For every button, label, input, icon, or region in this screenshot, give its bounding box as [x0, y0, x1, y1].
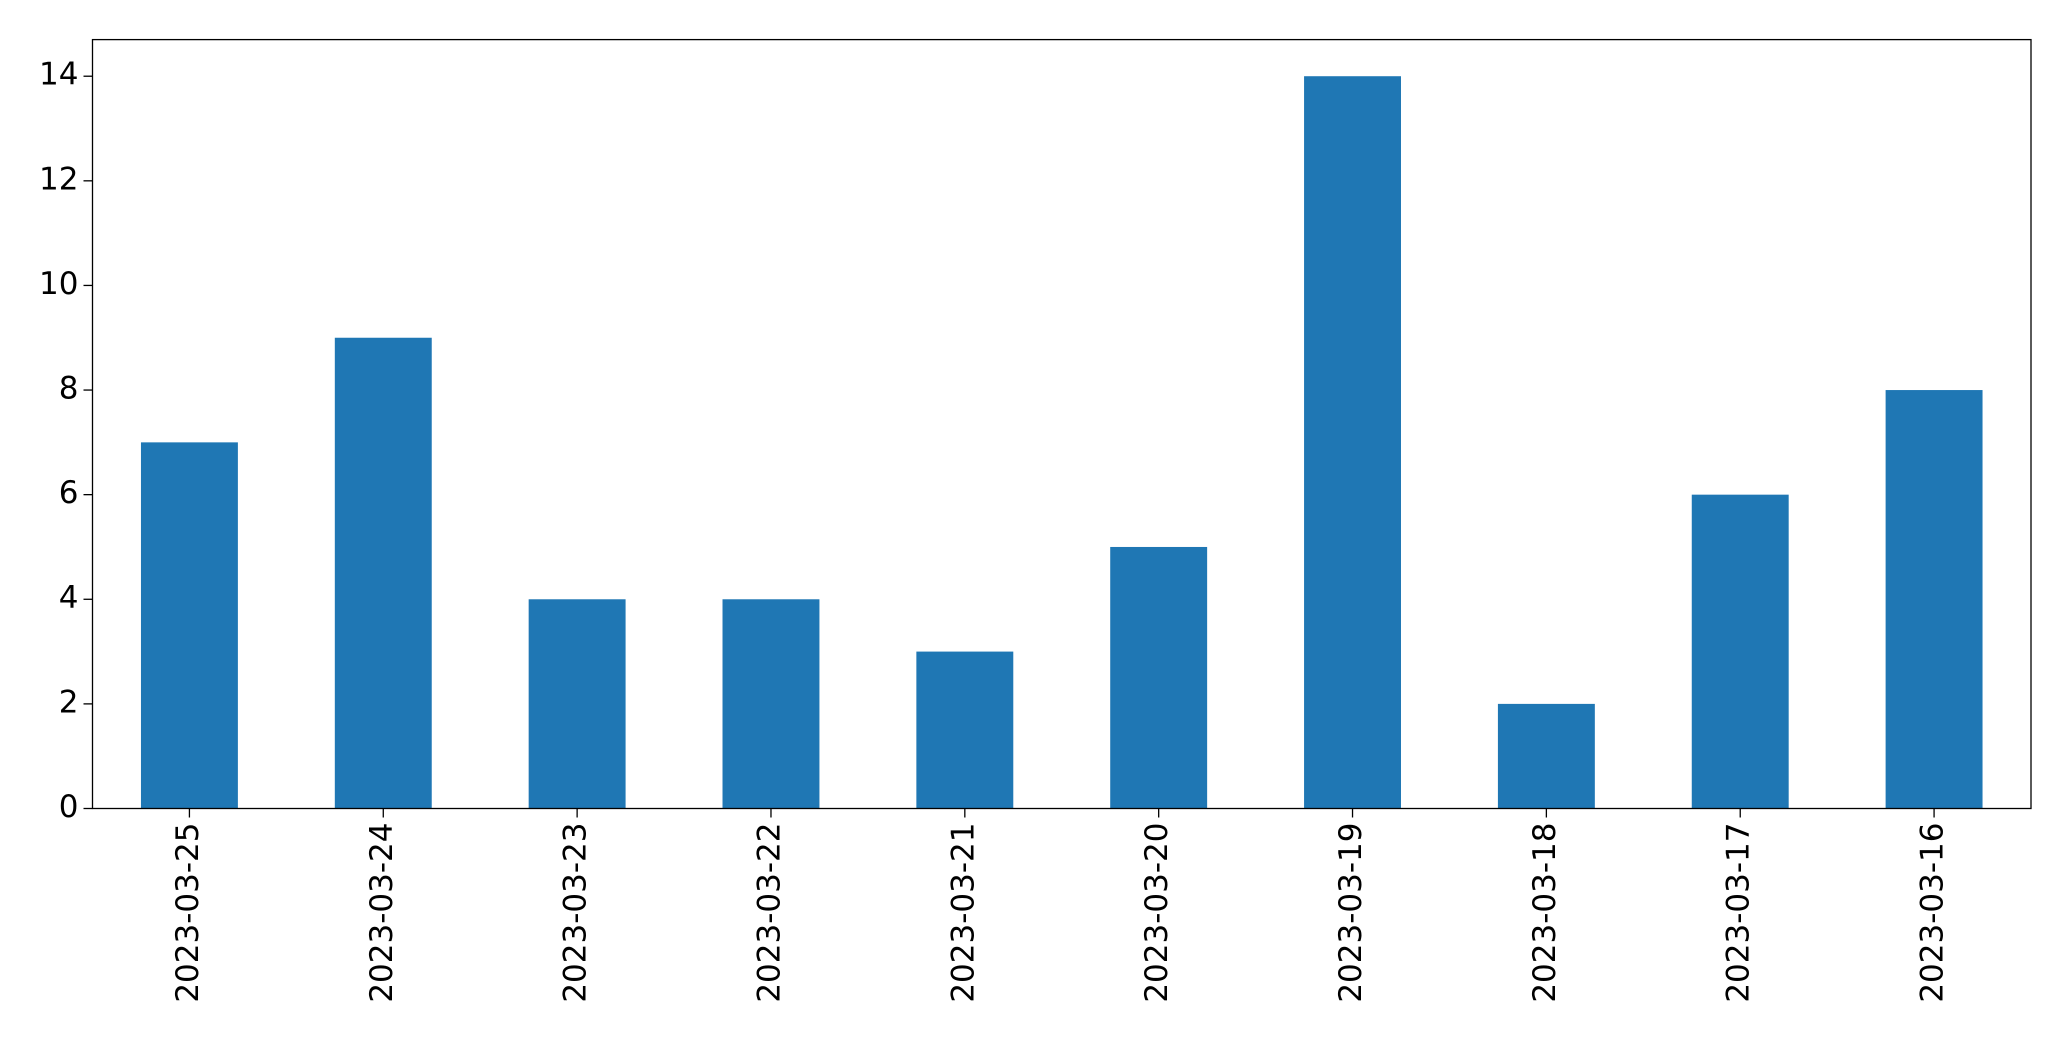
y-tick-label: 0	[59, 789, 79, 825]
bar	[916, 651, 1014, 809]
x-tick-label: 2023-03-17	[1721, 823, 1757, 1003]
y-tick-label: 6	[59, 475, 79, 511]
x-tick-label: 2023-03-20	[1139, 823, 1175, 1003]
bar	[140, 442, 238, 809]
bar	[528, 599, 626, 809]
bar	[1497, 703, 1595, 809]
bar	[1885, 390, 1983, 809]
y-tick-label: 14	[39, 57, 78, 93]
y-tick-label: 10	[39, 266, 78, 302]
y-tick-label: 2	[59, 684, 79, 720]
x-tick-label: 2023-03-18	[1527, 823, 1563, 1003]
x-tick-label: 2023-03-16	[1915, 823, 1951, 1003]
y-tick-label: 4	[59, 580, 79, 616]
x-tick-label: 2023-03-19	[1333, 823, 1369, 1003]
bar	[1110, 546, 1208, 809]
y-tick-label: 12	[39, 161, 78, 197]
bar	[1691, 494, 1789, 809]
x-tick-label: 2023-03-22	[751, 823, 787, 1003]
x-tick-label: 2023-03-25	[170, 823, 206, 1003]
bar	[722, 599, 820, 809]
x-tick-label: 2023-03-24	[364, 823, 400, 1003]
y-tick-label: 8	[59, 371, 79, 407]
x-tick-label: 2023-03-21	[945, 822, 981, 1002]
plot-frame	[91, 38, 2032, 810]
bar	[334, 337, 432, 809]
x-tick-label: 2023-03-23	[558, 823, 594, 1003]
bar	[1304, 76, 1401, 809]
